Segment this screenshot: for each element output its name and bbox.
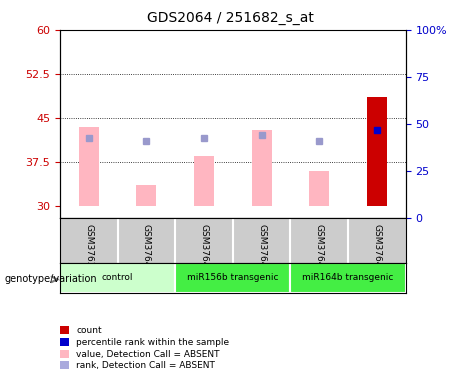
Text: control: control (102, 273, 133, 282)
FancyBboxPatch shape (175, 262, 290, 292)
Text: GSM37644: GSM37644 (372, 224, 381, 273)
FancyBboxPatch shape (290, 262, 406, 292)
Text: miR164b transgenic: miR164b transgenic (302, 273, 394, 282)
Bar (309, 171, 329, 206)
Text: GSM37643: GSM37643 (315, 224, 324, 273)
Text: GDS2064 / 251682_s_at: GDS2064 / 251682_s_at (147, 11, 314, 25)
Text: genotype/variation: genotype/variation (5, 274, 97, 284)
Bar (367, 98, 387, 206)
Bar (252, 130, 272, 206)
FancyBboxPatch shape (60, 262, 175, 292)
Text: GSM37642: GSM37642 (257, 224, 266, 273)
Text: miR156b transgenic: miR156b transgenic (187, 273, 278, 282)
Bar (79, 127, 99, 206)
Text: GSM37639: GSM37639 (84, 224, 93, 273)
Text: GSM37640: GSM37640 (142, 224, 151, 273)
Bar (194, 156, 214, 206)
Bar (136, 185, 156, 206)
Legend: count, percentile rank within the sample, value, Detection Call = ABSENT, rank, : count, percentile rank within the sample… (60, 326, 229, 370)
Text: GSM37641: GSM37641 (200, 224, 208, 273)
Bar (367, 98, 387, 206)
